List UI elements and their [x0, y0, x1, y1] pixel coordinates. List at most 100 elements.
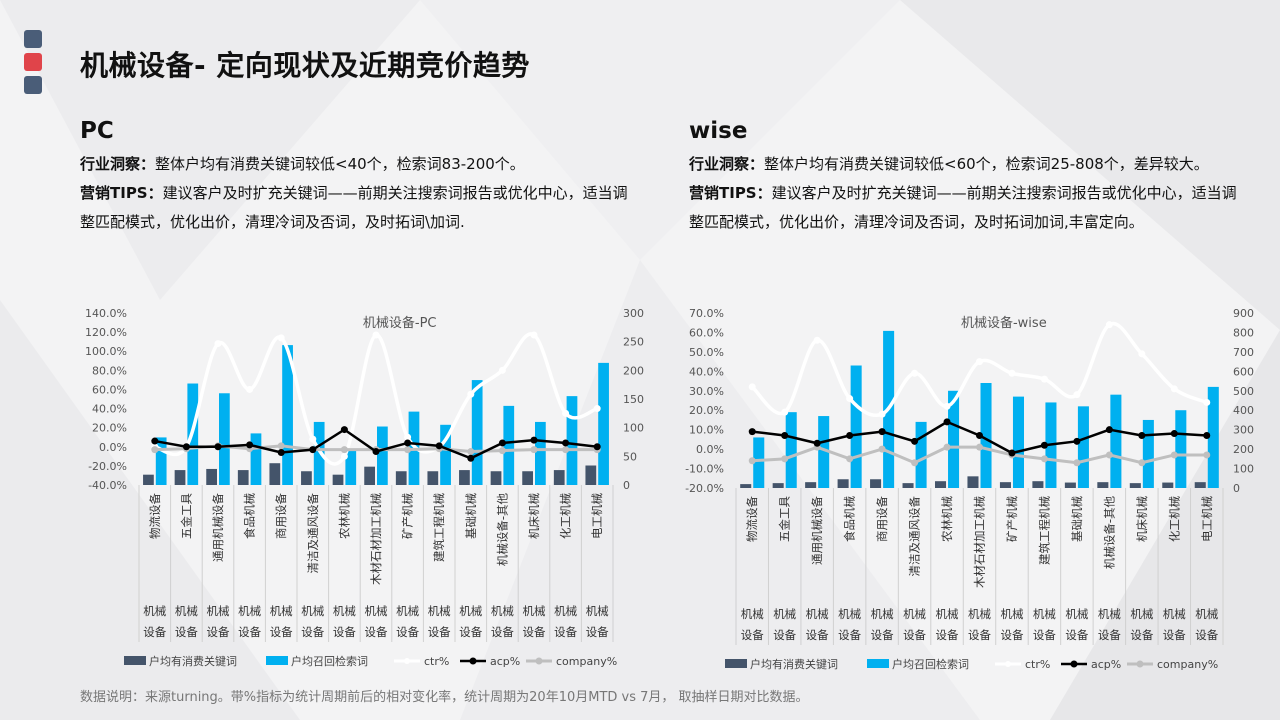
category-label-group: 机械设备-其他 [1102, 496, 1116, 570]
category-group-label-line2: 设备 [238, 625, 261, 639]
category-group-label-line1: 机械 [301, 604, 324, 618]
point-acp [1040, 441, 1048, 449]
category-group-label-line1: 机械 [428, 604, 451, 618]
category-label-group: 矿产机械 [1005, 496, 1019, 542]
point-company [1170, 451, 1178, 459]
bar-keywords [837, 479, 849, 488]
category-label: 化工机械 [1167, 496, 1181, 542]
category-group-label-line1: 机械 [586, 604, 609, 618]
category-group-label-line2: 设备 [1163, 628, 1186, 642]
category-label-group: 机械设备-其他 [495, 493, 509, 567]
point-ctr [214, 340, 222, 348]
point-ctr [1170, 385, 1178, 393]
bar-keywords [1097, 482, 1109, 488]
point-ctr [1040, 375, 1048, 383]
point-ctr [467, 390, 475, 398]
category-label: 食品机械 [243, 493, 257, 539]
bar-keywords [206, 468, 217, 485]
point-ctr [976, 358, 983, 366]
category-label-group: 食品机械 [243, 493, 257, 539]
point-ctr [1073, 391, 1081, 399]
bar-search-terms [250, 433, 262, 485]
category-group-label-line2: 设备 [428, 625, 451, 639]
category-label: 食品机械 [843, 496, 857, 542]
category-group-label-line1: 机械 [554, 604, 577, 618]
category-group-label-line1: 机械 [1098, 607, 1121, 621]
point-ctr [372, 331, 380, 339]
bar-keywords [269, 463, 281, 485]
bar-search-terms [753, 437, 765, 488]
category-group-label-line1: 机械 [396, 604, 419, 618]
category-label: 物流设备 [745, 496, 759, 542]
category-label-group: 化工机械 [1167, 496, 1181, 542]
bar-search-terms [1110, 394, 1122, 488]
pc-insight-label: 行业洞察： [80, 155, 156, 173]
bar-keywords [490, 471, 502, 485]
point-acp [781, 432, 789, 439]
y-right-tick-label: 700 [1233, 346, 1254, 359]
category-label: 五金工具 [778, 496, 792, 542]
y-left-tick-label: 30.0% [689, 385, 724, 398]
category-label-group: 化工机械 [559, 493, 573, 539]
point-ctr [340, 452, 348, 460]
point-acp [1008, 449, 1016, 457]
category-label: 木材石材加工机械 [973, 496, 987, 588]
point-company [530, 446, 538, 454]
bar-search-terms [1175, 410, 1187, 488]
category-group-label-line2: 设备 [459, 625, 482, 639]
category-group-label-line1: 机械 [806, 607, 829, 621]
bar-keywords [934, 481, 947, 488]
category-label-group: 五金工具 [179, 493, 193, 539]
bar-keywords [999, 482, 1011, 488]
point-ctr [404, 433, 412, 441]
point-company [976, 443, 983, 451]
y-left-tick-label: 40.0% [689, 365, 724, 378]
legend-swatch-search-terms [867, 659, 889, 668]
y-right-tick-label: 100 [623, 422, 644, 435]
category-group-label-line2: 设备 [365, 625, 388, 639]
legend-swatch-keywords [124, 656, 146, 665]
y-right-tick-label: 300 [623, 307, 644, 320]
category-group-label-line2: 设备 [207, 625, 230, 639]
y-left-tick-label: 120.0% [85, 326, 127, 339]
bar-search-terms [282, 345, 293, 485]
category-label-group: 农林机械 [337, 493, 351, 539]
category-label: 建筑工程机械 [1037, 496, 1051, 565]
category-group-label-line1: 机械 [903, 607, 926, 621]
legend-label: 户均召回检索词 [291, 654, 368, 668]
category-group-label-line1: 机械 [1000, 607, 1023, 621]
point-ctr [813, 336, 821, 344]
y-right-tick-label: 50 [623, 450, 637, 463]
legend-label: acp% [1091, 658, 1121, 671]
chart-pc-svg: 140.0% 120.0% 100.0% 80.0% 60.0% 40.0% 20.0% 0.… [85, 307, 644, 668]
pc-heading: PC [80, 118, 114, 144]
category-label: 清洁及通风设备 [908, 496, 922, 577]
point-company [943, 443, 951, 451]
wise-tips: 营销TIPS：建议客户及时扩充关键词——前期关注搜索词报告或优化中心，适当调整匹… [689, 179, 1249, 237]
chart-title: 机械设备-wise [961, 315, 1047, 331]
point-acp [530, 436, 538, 444]
category-group-label-line2: 设备 [301, 625, 324, 639]
y-left-tick-label: 70.0% [689, 307, 724, 320]
category-group-label-line1: 机械 [491, 604, 514, 618]
pc-tips-label: 营销TIPS： [80, 184, 163, 202]
y-left-tick-label: 0.0% [696, 443, 724, 456]
chart-wise-svg: 70.0% 60.0% 50.0% 40.0% 30.0% 20.0% 10.0% 0.0% -… [685, 307, 1254, 671]
point-company [1040, 455, 1048, 463]
category-group-label-line2: 设备 [1000, 628, 1023, 642]
legend-marker-acp [1070, 660, 1078, 668]
point-ctr [246, 385, 254, 393]
category-label: 化工机械 [559, 493, 573, 539]
point-acp [340, 426, 348, 434]
bar-keywords [364, 466, 375, 485]
point-acp [404, 439, 412, 447]
point-acp [182, 443, 190, 451]
y-left-tick-label: 10.0% [689, 424, 724, 437]
point-acp [562, 439, 570, 447]
bar-search-terms [566, 396, 578, 485]
wise-tips-text: 建议客户及时扩充关键词——前期关注搜索词报告或优化中心，适当调整匹配模式，优化出… [689, 184, 1237, 231]
category-label-group: 矿产机械 [401, 493, 415, 539]
point-acp [1138, 432, 1146, 439]
bar-search-terms [155, 437, 167, 485]
